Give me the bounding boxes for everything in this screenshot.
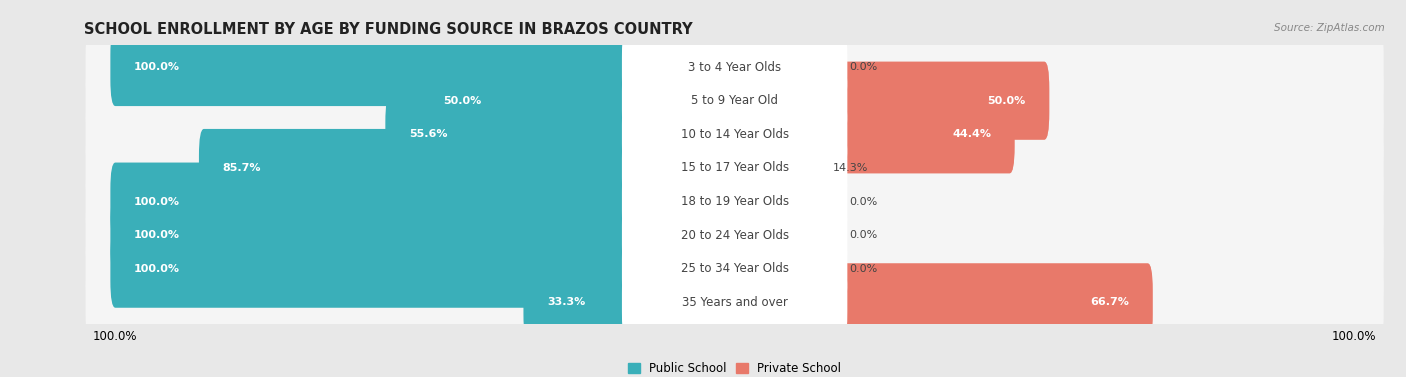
FancyBboxPatch shape bbox=[621, 17, 848, 117]
Text: 50.0%: 50.0% bbox=[443, 96, 482, 106]
FancyBboxPatch shape bbox=[730, 62, 1049, 140]
Text: Source: ZipAtlas.com: Source: ZipAtlas.com bbox=[1274, 23, 1385, 33]
FancyBboxPatch shape bbox=[198, 129, 740, 207]
FancyBboxPatch shape bbox=[110, 28, 740, 106]
FancyBboxPatch shape bbox=[621, 84, 848, 184]
FancyBboxPatch shape bbox=[730, 264, 1153, 341]
Text: 0.0%: 0.0% bbox=[849, 230, 877, 240]
FancyBboxPatch shape bbox=[621, 118, 848, 218]
Text: 15 to 17 Year Olds: 15 to 17 Year Olds bbox=[681, 161, 789, 175]
FancyBboxPatch shape bbox=[730, 28, 765, 106]
FancyBboxPatch shape bbox=[621, 152, 848, 251]
FancyBboxPatch shape bbox=[730, 62, 1049, 140]
FancyBboxPatch shape bbox=[621, 219, 848, 319]
FancyBboxPatch shape bbox=[730, 129, 828, 207]
Text: 18 to 19 Year Olds: 18 to 19 Year Olds bbox=[681, 195, 789, 208]
Text: 3 to 4 Year Olds: 3 to 4 Year Olds bbox=[688, 61, 782, 74]
Text: 0.0%: 0.0% bbox=[849, 62, 877, 72]
Text: 35 Years and over: 35 Years and over bbox=[682, 296, 787, 309]
FancyBboxPatch shape bbox=[420, 62, 740, 140]
FancyBboxPatch shape bbox=[621, 253, 848, 352]
Text: 100.0%: 100.0% bbox=[134, 196, 180, 207]
FancyBboxPatch shape bbox=[110, 230, 740, 308]
Text: 33.3%: 33.3% bbox=[547, 297, 585, 307]
FancyBboxPatch shape bbox=[86, 162, 1384, 241]
Text: SCHOOL ENROLLMENT BY AGE BY FUNDING SOURCE IN BRAZOS COUNTRY: SCHOOL ENROLLMENT BY AGE BY FUNDING SOUR… bbox=[84, 22, 693, 37]
FancyBboxPatch shape bbox=[86, 196, 1384, 274]
FancyBboxPatch shape bbox=[730, 129, 828, 207]
FancyBboxPatch shape bbox=[730, 264, 1153, 341]
Text: 44.4%: 44.4% bbox=[952, 129, 991, 139]
FancyBboxPatch shape bbox=[110, 196, 740, 274]
Legend: Public School, Private School: Public School, Private School bbox=[623, 357, 846, 377]
FancyBboxPatch shape bbox=[86, 129, 1384, 207]
FancyBboxPatch shape bbox=[385, 95, 740, 173]
FancyBboxPatch shape bbox=[86, 28, 1384, 106]
Text: 50.0%: 50.0% bbox=[987, 96, 1026, 106]
Text: 100.0%: 100.0% bbox=[134, 264, 180, 274]
FancyBboxPatch shape bbox=[86, 62, 1384, 140]
FancyBboxPatch shape bbox=[110, 162, 740, 241]
FancyBboxPatch shape bbox=[730, 196, 765, 274]
FancyBboxPatch shape bbox=[730, 230, 765, 308]
Text: 66.7%: 66.7% bbox=[1090, 297, 1129, 307]
Text: 20 to 24 Year Olds: 20 to 24 Year Olds bbox=[681, 228, 789, 242]
Text: 10 to 14 Year Olds: 10 to 14 Year Olds bbox=[681, 128, 789, 141]
FancyBboxPatch shape bbox=[86, 264, 1384, 341]
FancyBboxPatch shape bbox=[730, 95, 1015, 173]
Text: 55.6%: 55.6% bbox=[409, 129, 447, 139]
Text: 25 to 34 Year Olds: 25 to 34 Year Olds bbox=[681, 262, 789, 275]
FancyBboxPatch shape bbox=[621, 51, 848, 151]
FancyBboxPatch shape bbox=[730, 162, 765, 241]
FancyBboxPatch shape bbox=[86, 230, 1384, 308]
Text: 85.7%: 85.7% bbox=[222, 163, 262, 173]
FancyBboxPatch shape bbox=[523, 264, 740, 341]
Text: 14.3%: 14.3% bbox=[832, 163, 868, 173]
Text: 100.0%: 100.0% bbox=[134, 230, 180, 240]
Text: 0.0%: 0.0% bbox=[849, 196, 877, 207]
Text: 0.0%: 0.0% bbox=[849, 264, 877, 274]
FancyBboxPatch shape bbox=[730, 95, 1015, 173]
Text: 5 to 9 Year Old: 5 to 9 Year Old bbox=[692, 94, 778, 107]
Text: 100.0%: 100.0% bbox=[134, 62, 180, 72]
FancyBboxPatch shape bbox=[86, 95, 1384, 173]
FancyBboxPatch shape bbox=[621, 185, 848, 285]
